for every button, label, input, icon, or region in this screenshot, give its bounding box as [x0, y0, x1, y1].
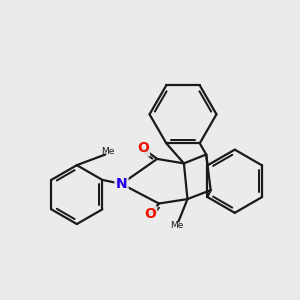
Text: N: N: [116, 177, 127, 191]
Text: Me: Me: [101, 147, 115, 156]
Text: O: O: [144, 207, 156, 221]
Text: O: O: [137, 141, 149, 155]
Text: Me: Me: [170, 221, 183, 230]
